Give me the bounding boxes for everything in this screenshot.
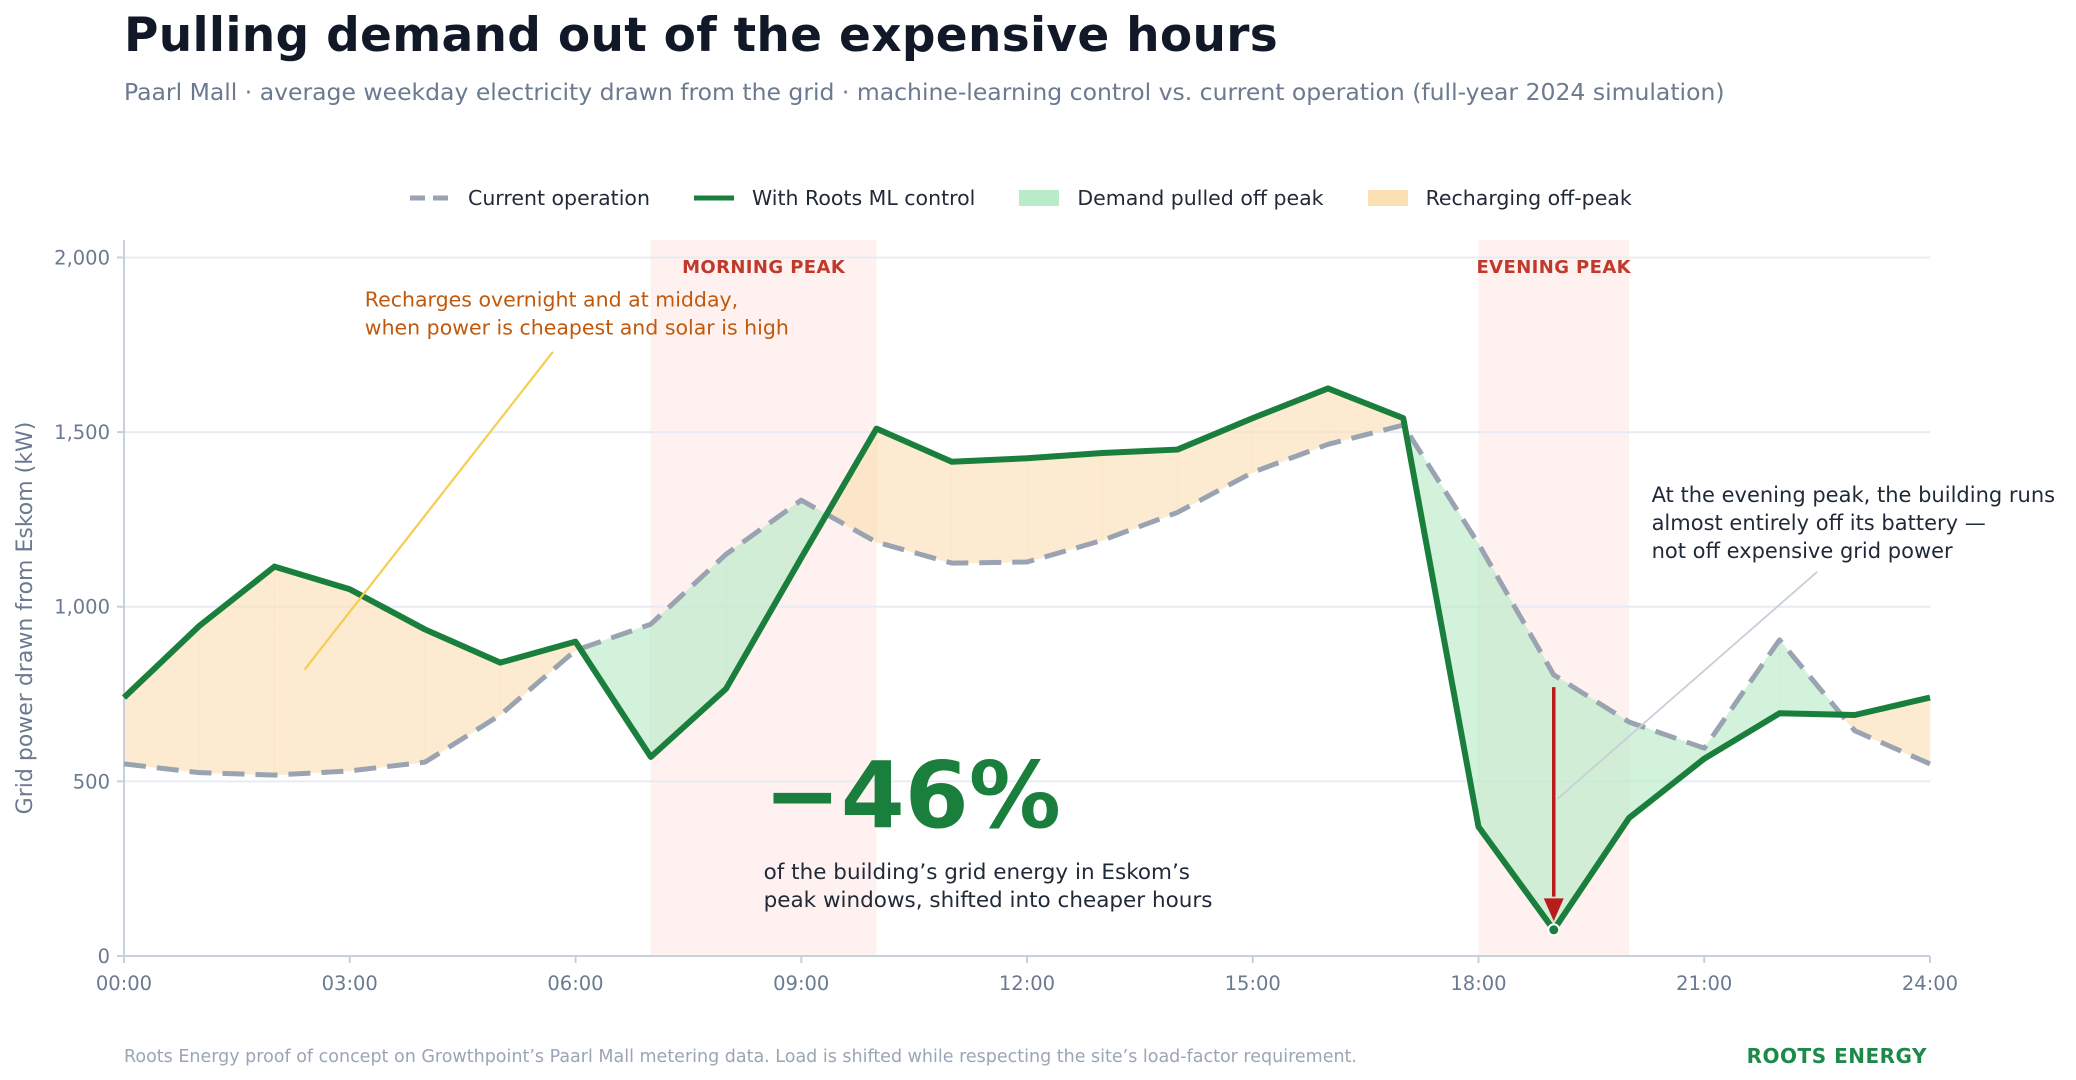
brand-wordmark: ROOTS ENERGY bbox=[1746, 1044, 1927, 1068]
legend-label-pulled: Demand pulled off peak bbox=[1077, 186, 1324, 210]
y-tick-label: 1,500 bbox=[54, 421, 110, 444]
legend-swatch-dashed-line bbox=[410, 195, 450, 201]
recharging-area bbox=[274, 566, 351, 776]
peak-window-label: EVENING PEAK bbox=[1476, 257, 1631, 278]
x-tick-label: 24:00 bbox=[1902, 972, 1958, 995]
y-tick-label: 0 bbox=[98, 945, 110, 968]
legend-item-recharging: Recharging off-peak bbox=[1367, 186, 1632, 210]
series-line-ml-control bbox=[121, 385, 1931, 933]
legend-swatch-solid-line bbox=[693, 195, 734, 201]
footnote: Roots Energy proof of concept on Growthp… bbox=[124, 1047, 1357, 1067]
x-tick-label: 06:00 bbox=[547, 972, 603, 995]
recharging-area bbox=[424, 628, 501, 763]
legend-label-recharging: Recharging off-peak bbox=[1425, 186, 1632, 210]
headline-caption: of the building’s grid energy in Eskom’s bbox=[764, 860, 1190, 885]
annotation-leader-line bbox=[303, 351, 554, 671]
annotation-leader-line bbox=[1556, 571, 1818, 800]
y-tick-label: 500 bbox=[73, 770, 110, 793]
recharging-area bbox=[951, 457, 1028, 564]
recharging-area bbox=[349, 588, 426, 772]
legend-label-current: Current operation bbox=[468, 186, 650, 210]
recharging-area bbox=[123, 625, 200, 773]
peak-window-label: MORNING PEAK bbox=[682, 257, 846, 278]
arrow-head bbox=[1543, 898, 1564, 922]
y-tick-label: 1,000 bbox=[54, 596, 110, 619]
minimum-marker bbox=[1547, 923, 1561, 937]
annotation-evening-text: not off expensive grid power bbox=[1652, 539, 1953, 563]
x-tick-label: 12:00 bbox=[999, 972, 1055, 995]
x-tick-label: 00:00 bbox=[96, 972, 152, 995]
y-tick-label: 2,000 bbox=[54, 246, 110, 269]
legend-item-ml: With Roots ML control bbox=[693, 186, 976, 210]
legend-swatch-orange-fill bbox=[1367, 190, 1408, 206]
pulled-area bbox=[1703, 638, 1780, 760]
legend-label-ml: With Roots ML control bbox=[751, 186, 976, 210]
annotation-recharge-text: Recharges overnight and at midday, bbox=[365, 287, 738, 311]
series-line-current-operation bbox=[123, 422, 1932, 778]
annotation-evening-text: At the evening peak, the building runs bbox=[1652, 483, 2056, 507]
annotation-recharge-text: when power is cheapest and solar is high bbox=[365, 315, 789, 339]
chart-legend: Current operation With Roots ML control … bbox=[410, 183, 1632, 213]
page-title: Pulling demand out of the expensive hour… bbox=[124, 8, 1279, 63]
x-tick-label: 18:00 bbox=[1450, 972, 1506, 995]
legend-item-current: Current operation bbox=[410, 186, 650, 210]
y-axis-label: Grid power drawn from Eskom (kW) bbox=[13, 422, 38, 815]
page-subtitle: Paarl Mall · average weekday electricity… bbox=[124, 78, 1725, 106]
legend-swatch-green-fill bbox=[1019, 190, 1060, 206]
x-tick-label: 21:00 bbox=[1676, 972, 1732, 995]
headline-caption: peak windows, shifted into cheaper hours bbox=[764, 888, 1213, 913]
x-tick-label: 09:00 bbox=[773, 972, 829, 995]
legend-item-pulled: Demand pulled off peak bbox=[1019, 186, 1324, 210]
annotation-evening-text: almost entirely off its battery — bbox=[1652, 511, 1986, 535]
x-tick-label: 15:00 bbox=[1225, 972, 1281, 995]
x-tick-label: 03:00 bbox=[322, 972, 378, 995]
headline-stat: −46% bbox=[764, 742, 1061, 849]
